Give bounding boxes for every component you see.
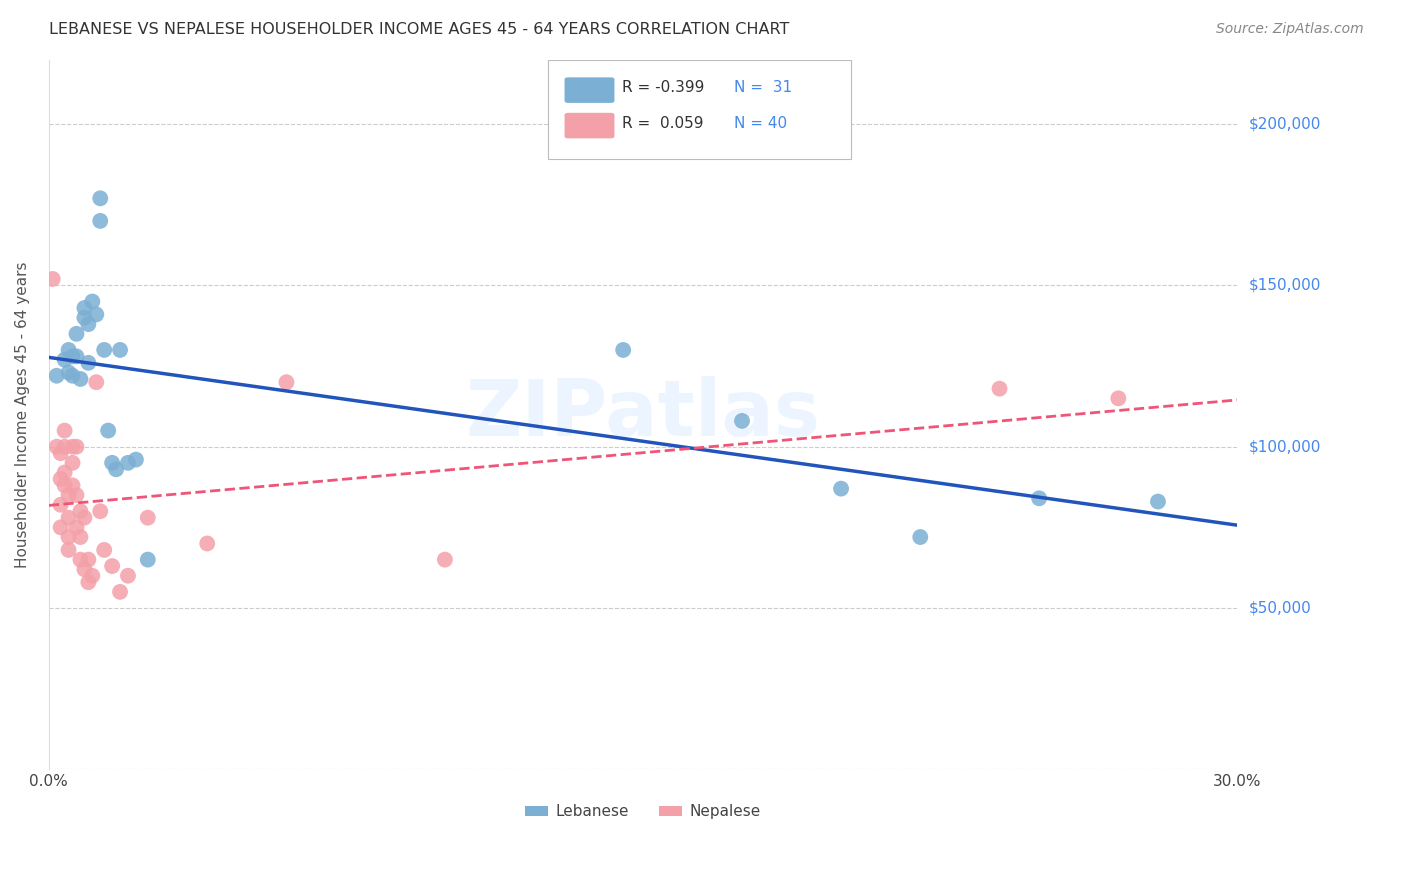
Point: [69, 504, 91, 518]
Text: R = -0.399: R = -0.399: [621, 80, 704, 95]
FancyBboxPatch shape: [565, 78, 614, 103]
Point: [195, 536, 218, 550]
Y-axis label: Householder Income Ages 45 - 64 years: Householder Income Ages 45 - 64 years: [15, 261, 30, 567]
Point: [69, 530, 91, 544]
Point: [73, 301, 96, 315]
Point: [62, 440, 84, 454]
Point: [108, 343, 131, 357]
Text: $200,000: $200,000: [1249, 117, 1320, 132]
Point: [62, 478, 84, 492]
Point: [97, 424, 120, 438]
Point: [117, 456, 139, 470]
Point: [93, 543, 115, 558]
Point: [82, 294, 104, 309]
Point: [49, 446, 72, 460]
Point: [65, 350, 87, 364]
Point: [58, 343, 80, 357]
Point: [49, 520, 72, 534]
Point: [41, 272, 63, 286]
Point: [77, 356, 100, 370]
Point: [84, 375, 107, 389]
Point: [58, 543, 80, 558]
Point: [73, 510, 96, 524]
Point: [53, 466, 76, 480]
Point: [58, 510, 80, 524]
Point: [77, 317, 100, 331]
Text: $150,000: $150,000: [1249, 278, 1320, 293]
Point: [731, 414, 754, 428]
Point: [136, 510, 159, 524]
Point: [65, 488, 87, 502]
Legend: Lebanese, Nepalese: Lebanese, Nepalese: [519, 798, 768, 825]
Point: [73, 562, 96, 576]
Point: [988, 382, 1011, 396]
Point: [53, 478, 76, 492]
Point: [93, 343, 115, 357]
Point: [82, 568, 104, 582]
Point: [53, 352, 76, 367]
Text: N = 40: N = 40: [734, 116, 787, 131]
Point: [433, 552, 456, 566]
Point: [612, 343, 634, 357]
Point: [136, 552, 159, 566]
Point: [49, 498, 72, 512]
Point: [69, 372, 91, 386]
Point: [89, 191, 111, 205]
Text: ZIPatlas: ZIPatlas: [465, 376, 821, 452]
Point: [65, 326, 87, 341]
Text: R =  0.059: R = 0.059: [621, 116, 703, 131]
Point: [89, 214, 111, 228]
Text: Source: ZipAtlas.com: Source: ZipAtlas.com: [1216, 22, 1364, 37]
Point: [45, 440, 67, 454]
Point: [58, 488, 80, 502]
Point: [108, 585, 131, 599]
Text: $100,000: $100,000: [1249, 439, 1320, 454]
Point: [276, 375, 298, 389]
Point: [62, 456, 84, 470]
Point: [62, 350, 84, 364]
Point: [1107, 392, 1129, 406]
Point: [105, 462, 128, 476]
Point: [1028, 491, 1050, 506]
Point: [53, 440, 76, 454]
Point: [62, 368, 84, 383]
Point: [117, 568, 139, 582]
Text: $50,000: $50,000: [1249, 600, 1310, 615]
Point: [65, 520, 87, 534]
Point: [45, 368, 67, 383]
Point: [125, 452, 148, 467]
Point: [58, 366, 80, 380]
Point: [830, 482, 852, 496]
Point: [101, 456, 124, 470]
Point: [77, 552, 100, 566]
Point: [65, 440, 87, 454]
FancyBboxPatch shape: [548, 60, 851, 159]
Point: [910, 530, 932, 544]
Text: LEBANESE VS NEPALESE HOUSEHOLDER INCOME AGES 45 - 64 YEARS CORRELATION CHART: LEBANESE VS NEPALESE HOUSEHOLDER INCOME …: [49, 22, 790, 37]
Point: [1147, 494, 1170, 508]
Point: [58, 530, 80, 544]
Point: [101, 559, 124, 574]
Point: [69, 552, 91, 566]
Point: [84, 308, 107, 322]
Point: [77, 575, 100, 590]
Text: N =  31: N = 31: [734, 80, 793, 95]
Point: [89, 504, 111, 518]
Point: [53, 424, 76, 438]
Point: [73, 310, 96, 325]
FancyBboxPatch shape: [565, 112, 614, 138]
Point: [49, 472, 72, 486]
